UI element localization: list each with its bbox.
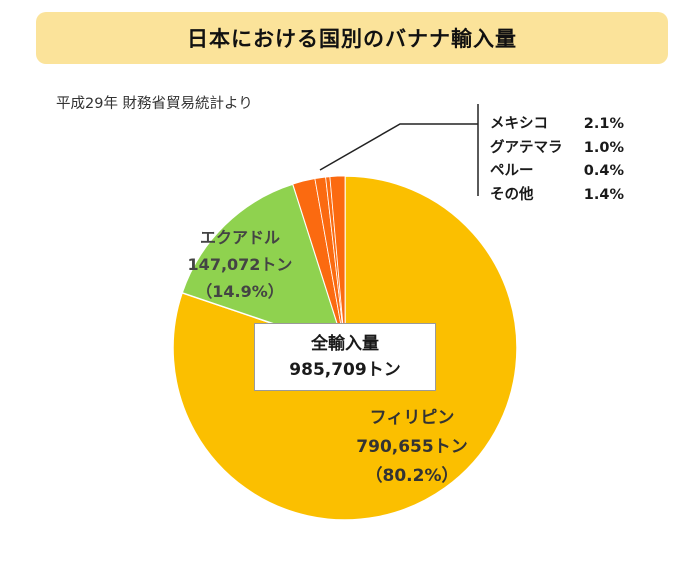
- label-ecuador-amount: 147,072トン: [187, 255, 293, 274]
- title-banner: 日本における国別のバナナ輸入量: [36, 12, 668, 64]
- legend-name: メキシコ: [490, 116, 548, 132]
- total-label: 全輸入量: [311, 334, 379, 354]
- legend-pct: 0.4%: [583, 163, 624, 179]
- legend-row-guatemala: グアテマラ 1.0%: [490, 137, 624, 161]
- total-value: 985,709トン: [289, 360, 401, 380]
- legend-name: その他: [490, 186, 534, 203]
- legend-name: ペルー: [490, 163, 534, 179]
- legend-name: グアテマラ: [490, 139, 563, 156]
- label-ecuador-name: エクアドル: [199, 228, 280, 247]
- pie-slice-5: [329, 175, 346, 349]
- label-ecuador: エクアドル 147,072トン （14.9%）: [180, 224, 300, 305]
- label-philippines-amount: 790,655トン: [356, 437, 468, 457]
- legend-pct: 1.4%: [583, 186, 624, 203]
- leader-line: [319, 123, 478, 171]
- chart-title: 日本における国別のバナナ輸入量: [187, 27, 517, 51]
- small-share-legend: メキシコ 2.1% グアテマラ 1.0% ペルー 0.4% その他 1.4%: [490, 113, 624, 207]
- label-philippines-pct: （80.2%）: [365, 466, 459, 486]
- legend-pct: 2.1%: [583, 116, 624, 132]
- legend-row-mexico: メキシコ 2.1%: [490, 113, 624, 137]
- legend-row-peru: ペルー 0.4%: [490, 160, 624, 184]
- total-box: 全輸入量 985,709トン: [254, 323, 436, 391]
- pie-slice-1: [181, 183, 347, 350]
- source-note: 平成29年 財務省貿易統計より: [56, 96, 253, 112]
- label-philippines-name: フィリピン: [369, 408, 455, 428]
- legend-pct: 1.0%: [583, 139, 624, 156]
- legend-row-other: その他 1.4%: [490, 184, 624, 208]
- label-ecuador-pct: （14.9%）: [196, 282, 284, 301]
- label-philippines: フィリピン 790,655トン （80.2%）: [332, 404, 492, 491]
